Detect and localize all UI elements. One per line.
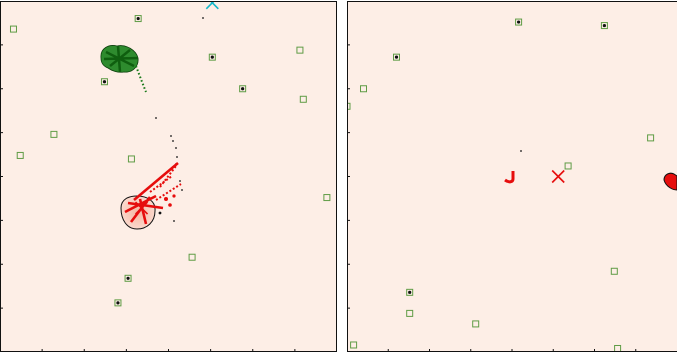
red-x-marker-stroke-b (551, 169, 565, 184)
green-square-point (347, 102, 351, 110)
green-square-point (208, 53, 216, 61)
right-plot-frame (347, 1, 677, 352)
green-square-point (124, 274, 132, 282)
left-panel (0, 1, 337, 352)
green-square-point (100, 78, 108, 86)
green-square-point (600, 22, 608, 30)
green-square-point (610, 267, 618, 275)
black-dot-point (210, 55, 214, 59)
left-plot-frame (0, 1, 337, 352)
green-blob (100, 45, 147, 93)
right-panel (347, 1, 677, 352)
black-dot-point (517, 20, 521, 24)
green-square-point (299, 95, 307, 103)
green-square-point (393, 53, 400, 61)
green-square-point (360, 85, 367, 93)
black-dot-point (116, 301, 120, 305)
green-square-point (647, 134, 655, 142)
green-square-point (50, 130, 58, 138)
black-dot-point (602, 23, 607, 28)
black-dot-point (394, 55, 399, 59)
green-square-point (515, 18, 523, 26)
red-hook (504, 150, 522, 184)
green-square-point (114, 299, 122, 307)
green-square-point (127, 155, 135, 163)
red-edge-blob (663, 172, 677, 191)
black-dot-point (126, 276, 130, 280)
cyan-x-marker (205, 1, 219, 10)
black-dot-point (102, 80, 107, 84)
green-square-point (9, 25, 17, 33)
green-square-point (16, 151, 24, 159)
black-dot-point (408, 290, 412, 294)
green-square-point (406, 288, 414, 296)
red-x-marker (551, 169, 565, 184)
red-x-marker (134, 201, 149, 215)
green-square-point (323, 194, 331, 202)
black-dot-point (241, 87, 245, 91)
green-square-point (239, 85, 247, 93)
black-dot-point (136, 16, 140, 21)
green-square-point (406, 309, 414, 317)
left-scatter-points (9, 1, 331, 307)
cyan-x-marker-stroke-b (205, 1, 216, 10)
green-square-point (350, 341, 358, 349)
green-square-point (188, 253, 196, 261)
green-square-point (472, 320, 480, 328)
green-square-point (296, 46, 304, 54)
right-scatter-points (347, 18, 655, 352)
red-x-marker-stroke-b (134, 201, 149, 215)
green-square-point (564, 162, 572, 170)
green-square-point (134, 15, 142, 23)
